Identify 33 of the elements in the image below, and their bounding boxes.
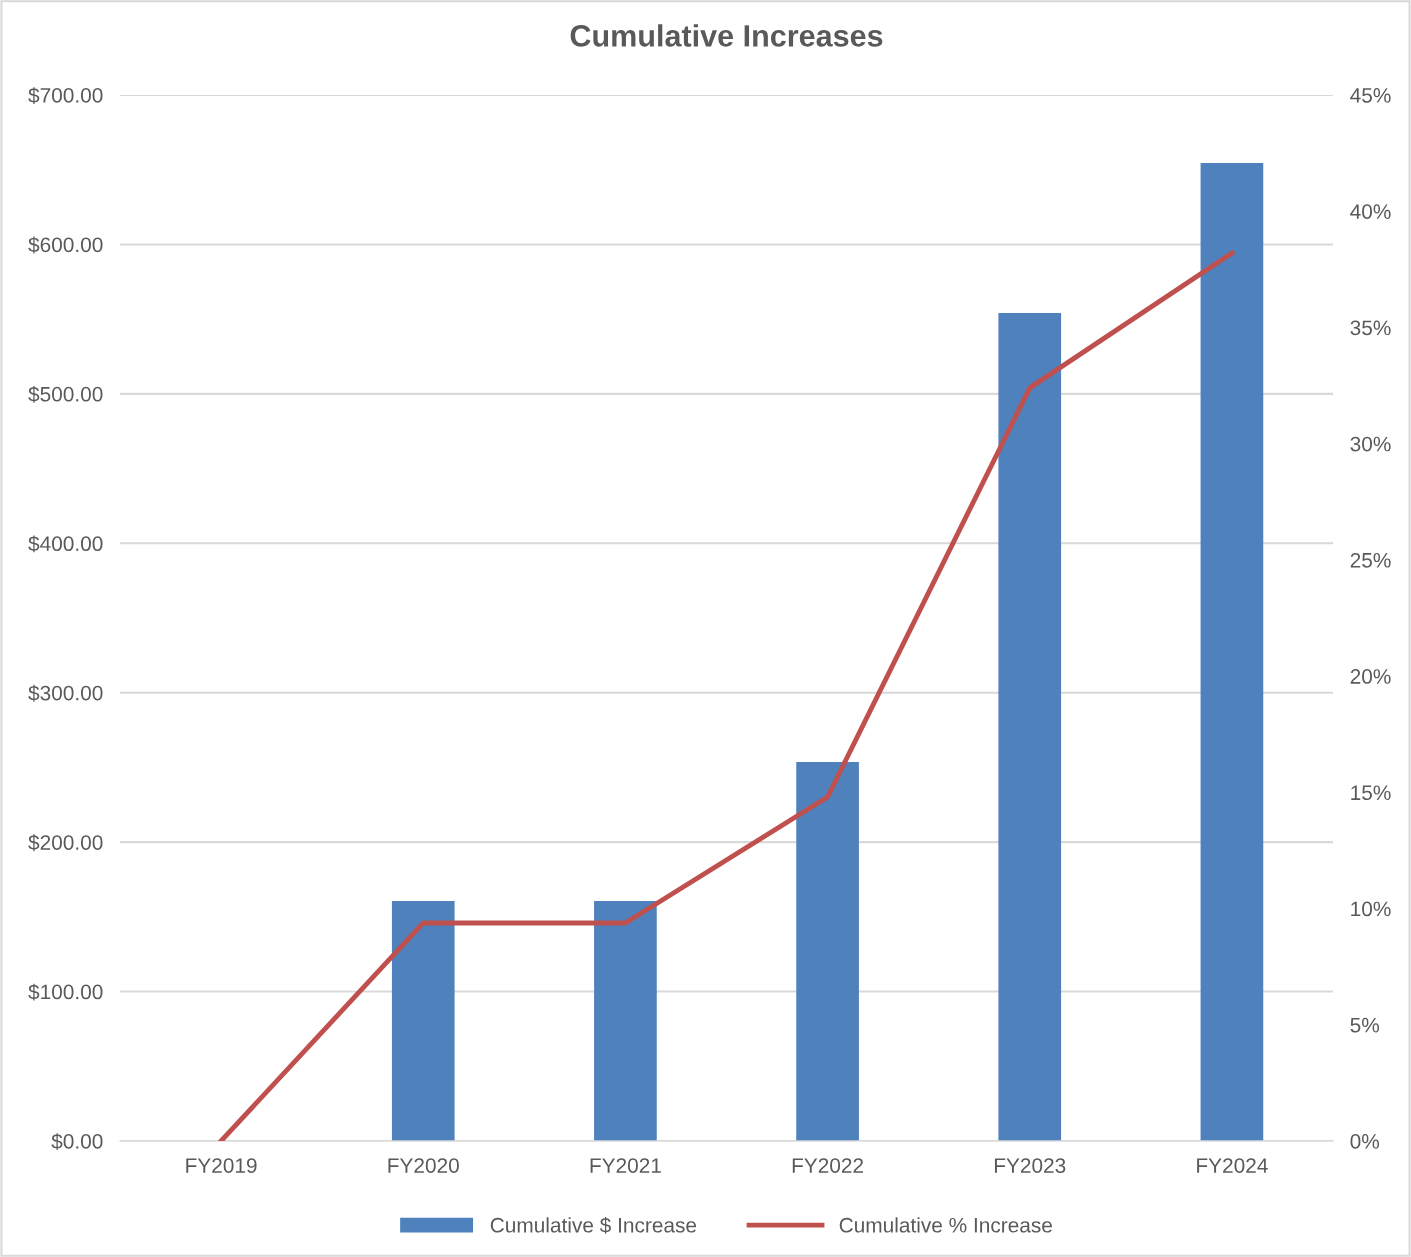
- x-tick-label: FY2020: [388, 1158, 459, 1173]
- legend-label: Cumulative % Increase: [839, 1217, 1052, 1233]
- bar: [796, 762, 859, 1141]
- y-tick-label: $600.00: [28, 236, 103, 254]
- y2-tick-label: 10%: [1351, 901, 1391, 917]
- x-tick-label: FY2022: [792, 1158, 864, 1173]
- y-tick-label: $0.00: [51, 1133, 103, 1150]
- x-tick-label: FY2023: [994, 1158, 1066, 1173]
- y2-tick-label: 15%: [1351, 785, 1391, 801]
- y-tick-label: $300.00: [28, 684, 103, 702]
- y2-tick-label: 25%: [1350, 552, 1391, 568]
- y-tick-label: $200.00: [28, 834, 103, 852]
- y2-tick-label: 5%: [1350, 1017, 1380, 1033]
- y-tick-label: $500.00: [28, 385, 103, 403]
- y2-tick-label: 0%: [1350, 1134, 1380, 1149]
- bar: [1200, 162, 1264, 1141]
- chart-title: Cumulative Increases: [570, 24, 883, 47]
- y2-tick-label: 35%: [1350, 320, 1391, 336]
- y2-tick-label: 40%: [1350, 204, 1391, 219]
- x-tick-label: FY2024: [1197, 1158, 1268, 1173]
- x-tick-label: FY2021: [590, 1158, 661, 1173]
- bar: [594, 901, 657, 1141]
- x-tick-label: FY2019: [186, 1158, 257, 1173]
- y2-tick-label: 45%: [1350, 88, 1391, 103]
- y2-tick-label: 20%: [1350, 669, 1391, 684]
- y2-tick-label: 30%: [1350, 436, 1391, 452]
- bar: [391, 901, 455, 1141]
- y-tick-label: $400.00: [28, 535, 103, 553]
- legend-label: Cumulative $ Increase: [490, 1216, 697, 1234]
- line-series: [218, 250, 1235, 1141]
- bar: [998, 313, 1062, 1141]
- y-tick-label: $700.00: [28, 87, 103, 104]
- y-tick-label: $100.00: [28, 983, 103, 1001]
